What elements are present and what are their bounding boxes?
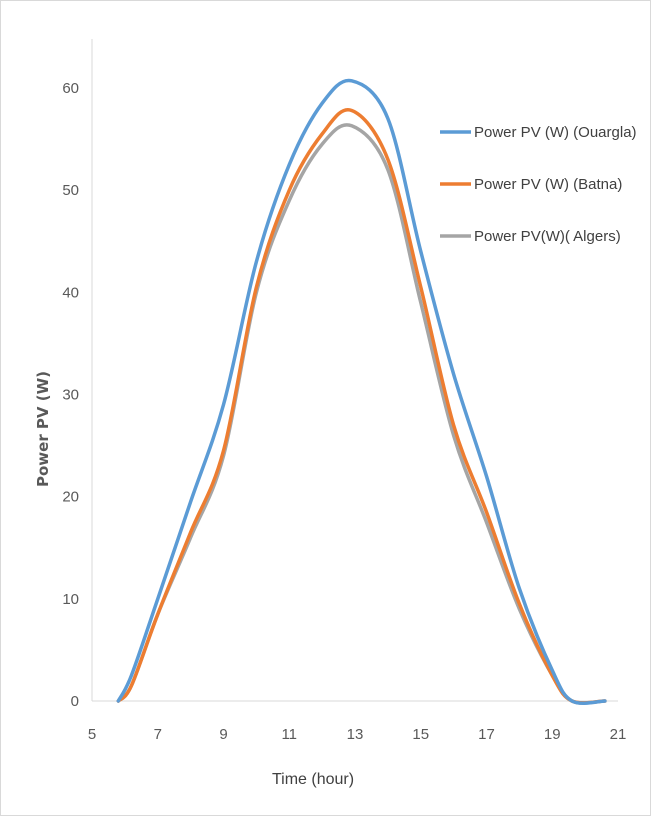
legend-label-2: Power PV(W)( Algers)	[474, 228, 621, 245]
series-line-1	[116, 108, 607, 705]
series-line-2	[116, 123, 607, 705]
series-line-0	[116, 78, 607, 705]
x-tick-label: 21	[610, 726, 627, 743]
x-tick-label: 11	[281, 726, 297, 743]
legend-label-1: Power PV (W) (Batna)	[474, 176, 622, 193]
y-tick-label: 50	[62, 182, 79, 199]
x-tick-label: 17	[478, 726, 495, 743]
axes: 0 10 20 30 40 50 60 5 7 9 11 13 15 17 19 21	[62, 39, 626, 743]
y-tick-label: 20	[62, 489, 79, 506]
y-tick-label: 30	[62, 387, 79, 404]
y-tick-label: 0	[71, 693, 79, 710]
legend: Power PV (W) (Ouargla) Power PV (W) (Batn…	[440, 124, 637, 245]
series-lines	[116, 78, 607, 705]
x-tick-label: 13	[347, 726, 364, 743]
x-tick-label: 19	[544, 726, 561, 743]
y-tick-label: 60	[62, 80, 79, 97]
legend-label-0: Power PV (W) (Ouargla)	[474, 124, 637, 141]
y-tick-label: 10	[62, 591, 79, 608]
y-tick-label: 40	[62, 284, 79, 301]
x-tick-label: 7	[154, 726, 162, 743]
x-tick-label: 9	[219, 726, 227, 743]
y-axis-title: Power PV (W)	[34, 371, 52, 487]
x-tick-label: 5	[88, 726, 96, 743]
x-axis-title: Time (hour)	[272, 771, 354, 788]
x-tick-label: 15	[412, 726, 429, 743]
